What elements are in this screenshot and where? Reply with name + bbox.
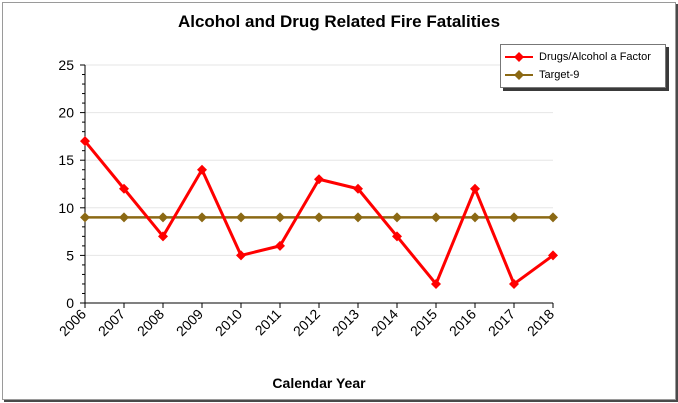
- x-tick-label: 2009: [173, 306, 206, 339]
- data-point: [314, 174, 324, 185]
- data-point: [431, 212, 441, 223]
- x-tick-label: 2010: [212, 306, 245, 339]
- data-point: [158, 212, 168, 223]
- data-point: [548, 250, 558, 261]
- data-point: [353, 183, 363, 194]
- legend-marker-icon: [505, 52, 533, 62]
- legend-marker-icon: [505, 70, 533, 80]
- data-point: [275, 212, 285, 223]
- x-tick-label: 2013: [329, 306, 362, 339]
- y-tick-label: 15: [58, 152, 74, 168]
- legend-item-series-0: Drugs/Alcohol a Factor: [505, 48, 651, 66]
- x-tick-label: 2012: [290, 306, 323, 339]
- data-point: [197, 164, 207, 175]
- x-tick-label: 2007: [95, 306, 128, 339]
- chart-legend: Drugs/Alcohol a Factor Target-9: [500, 44, 666, 88]
- x-tick-label: 2017: [485, 306, 518, 339]
- data-point: [80, 136, 90, 147]
- x-tick-label: 2018: [524, 306, 557, 339]
- x-axis-label: Calendar Year: [272, 375, 366, 391]
- data-point: [353, 212, 363, 223]
- y-tick-label: 5: [66, 247, 74, 263]
- series-1: [80, 212, 558, 223]
- series-0: [80, 136, 558, 289]
- series-group: [80, 136, 558, 289]
- data-point: [509, 278, 519, 289]
- legend-label: Target-9: [539, 69, 580, 81]
- data-point: [392, 231, 402, 242]
- legend-label: Drugs/Alcohol a Factor: [539, 51, 651, 63]
- y-tick-label: 0: [66, 295, 74, 311]
- data-point: [275, 240, 285, 251]
- data-point: [119, 212, 129, 223]
- data-point: [548, 212, 558, 223]
- data-point: [470, 183, 480, 194]
- data-point: [392, 212, 402, 223]
- data-point: [80, 212, 90, 223]
- data-point: [431, 278, 441, 289]
- data-point: [236, 250, 246, 261]
- data-point: [197, 212, 207, 223]
- data-point: [509, 212, 519, 223]
- x-tick-label: 2016: [446, 306, 479, 339]
- y-tick-label: 10: [58, 200, 74, 216]
- data-point: [470, 212, 480, 223]
- legend-item-series-1: Target-9: [505, 66, 579, 84]
- y-tick-label: 25: [58, 57, 74, 73]
- data-point: [158, 231, 168, 242]
- x-tick-label: 2011: [252, 306, 285, 339]
- data-point: [236, 212, 246, 223]
- data-point: [314, 212, 324, 223]
- x-tick-label: 2015: [407, 306, 440, 339]
- x-tick-label: 2008: [134, 306, 167, 339]
- data-point: [119, 183, 129, 194]
- chart-title: Alcohol and Drug Related Fire Fatalities: [177, 12, 501, 31]
- x-tick-label: 2006: [56, 306, 89, 339]
- x-tick-label: 2014: [368, 306, 401, 339]
- y-tick-label: 20: [58, 105, 74, 121]
- gridlines: [85, 64, 553, 256]
